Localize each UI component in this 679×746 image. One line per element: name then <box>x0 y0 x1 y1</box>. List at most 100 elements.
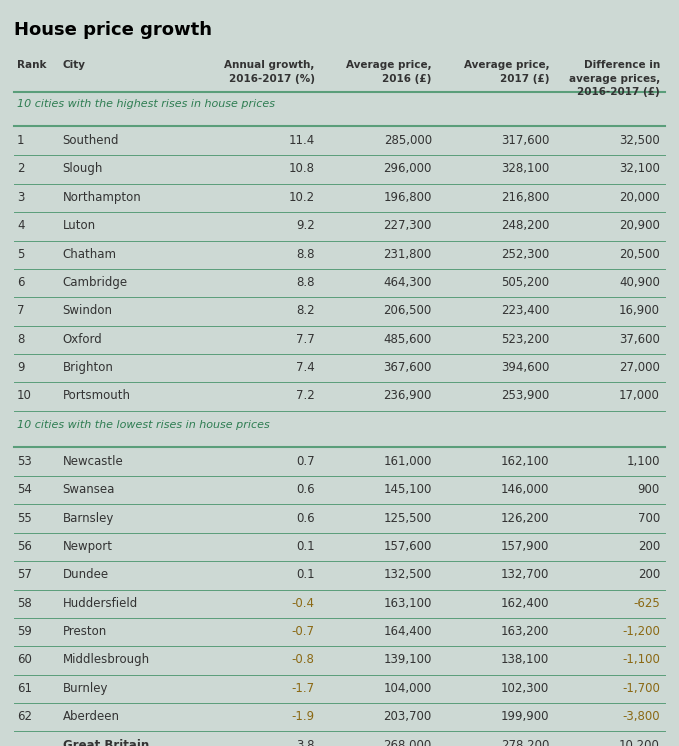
Text: Difference in
average prices,
2016-2017 (£): Difference in average prices, 2016-2017 … <box>569 60 660 97</box>
Text: 328,100: 328,100 <box>501 163 549 175</box>
Text: 145,100: 145,100 <box>384 483 432 496</box>
Text: Great Britain: Great Britain <box>62 739 149 746</box>
Text: 9: 9 <box>17 361 24 374</box>
Text: Preston: Preston <box>62 625 107 638</box>
Text: 11.4: 11.4 <box>289 134 314 147</box>
Text: Barnsley: Barnsley <box>62 512 114 524</box>
Text: 0.6: 0.6 <box>296 483 314 496</box>
Text: 206,500: 206,500 <box>384 304 432 317</box>
Text: Cambridge: Cambridge <box>62 276 128 289</box>
Text: 8.8: 8.8 <box>296 276 314 289</box>
Text: Luton: Luton <box>62 219 96 232</box>
Text: 3.8: 3.8 <box>296 739 314 746</box>
Text: 464,300: 464,300 <box>384 276 432 289</box>
Text: Dundee: Dundee <box>62 568 109 581</box>
Text: 10 cities with the highest rises in house prices: 10 cities with the highest rises in hous… <box>17 99 275 110</box>
Text: House price growth: House price growth <box>14 22 212 40</box>
Text: 505,200: 505,200 <box>501 276 549 289</box>
Text: Chatham: Chatham <box>62 248 117 260</box>
Text: 231,800: 231,800 <box>384 248 432 260</box>
Text: 164,400: 164,400 <box>384 625 432 638</box>
Text: Aberdeen: Aberdeen <box>62 710 120 723</box>
Text: 227,300: 227,300 <box>384 219 432 232</box>
Text: 6: 6 <box>17 276 24 289</box>
Text: 8.8: 8.8 <box>296 248 314 260</box>
Text: 523,200: 523,200 <box>501 333 549 345</box>
Text: Portsmouth: Portsmouth <box>62 389 130 403</box>
Text: 10.2: 10.2 <box>289 191 314 204</box>
Text: Southend: Southend <box>62 134 119 147</box>
Text: 32,500: 32,500 <box>619 134 660 147</box>
Text: Middlesbrough: Middlesbrough <box>62 653 150 666</box>
Text: 62: 62 <box>17 710 32 723</box>
Text: -0.8: -0.8 <box>292 653 314 666</box>
Text: 8: 8 <box>17 333 24 345</box>
Text: 248,200: 248,200 <box>501 219 549 232</box>
Text: 7.7: 7.7 <box>296 333 314 345</box>
Text: 37,600: 37,600 <box>619 333 660 345</box>
Text: 1: 1 <box>17 134 24 147</box>
Text: 236,900: 236,900 <box>384 389 432 403</box>
Text: 55: 55 <box>17 512 32 524</box>
Text: 7.4: 7.4 <box>296 361 314 374</box>
Text: 20,000: 20,000 <box>619 191 660 204</box>
Text: 199,900: 199,900 <box>500 710 549 723</box>
Text: 252,300: 252,300 <box>501 248 549 260</box>
Text: 200: 200 <box>638 540 660 553</box>
Text: 317,600: 317,600 <box>501 134 549 147</box>
Text: 139,100: 139,100 <box>384 653 432 666</box>
Text: -1.9: -1.9 <box>291 710 314 723</box>
Text: 20,500: 20,500 <box>619 248 660 260</box>
Text: Rank: Rank <box>17 60 46 70</box>
Text: 367,600: 367,600 <box>384 361 432 374</box>
Text: 0.1: 0.1 <box>296 568 314 581</box>
Text: 157,900: 157,900 <box>501 540 549 553</box>
Text: -0.4: -0.4 <box>291 597 314 609</box>
Text: 253,900: 253,900 <box>501 389 549 403</box>
Text: 900: 900 <box>638 483 660 496</box>
Text: City: City <box>62 60 86 70</box>
Text: 61: 61 <box>17 682 32 695</box>
Text: Average price,
2016 (£): Average price, 2016 (£) <box>346 60 432 84</box>
Text: Burnley: Burnley <box>62 682 108 695</box>
Text: 5: 5 <box>17 248 24 260</box>
Text: 138,100: 138,100 <box>501 653 549 666</box>
Text: 16,900: 16,900 <box>619 304 660 317</box>
Text: -0.7: -0.7 <box>291 625 314 638</box>
Text: 60: 60 <box>17 653 32 666</box>
Text: 223,400: 223,400 <box>501 304 549 317</box>
Text: -3,800: -3,800 <box>623 710 660 723</box>
Text: Oxford: Oxford <box>62 333 103 345</box>
Text: 1,100: 1,100 <box>627 455 660 468</box>
Text: 53: 53 <box>17 455 32 468</box>
Text: 203,700: 203,700 <box>384 710 432 723</box>
Text: 7.2: 7.2 <box>296 389 314 403</box>
Text: Newport: Newport <box>62 540 113 553</box>
Text: 8.2: 8.2 <box>296 304 314 317</box>
Text: Newcastle: Newcastle <box>62 455 124 468</box>
Text: 40,900: 40,900 <box>619 276 660 289</box>
Text: 10: 10 <box>17 389 32 403</box>
Text: 157,600: 157,600 <box>384 540 432 553</box>
Text: 125,500: 125,500 <box>384 512 432 524</box>
Text: 0.7: 0.7 <box>296 455 314 468</box>
Text: 7: 7 <box>17 304 24 317</box>
Text: 162,400: 162,400 <box>500 597 549 609</box>
Text: Annual growth,
2016-2017 (%): Annual growth, 2016-2017 (%) <box>224 60 314 84</box>
Text: 268,000: 268,000 <box>384 739 432 746</box>
Text: -1,700: -1,700 <box>622 682 660 695</box>
Text: Huddersfield: Huddersfield <box>62 597 138 609</box>
Text: 27,000: 27,000 <box>619 361 660 374</box>
Text: 20,900: 20,900 <box>619 219 660 232</box>
Text: Average price,
2017 (£): Average price, 2017 (£) <box>464 60 549 84</box>
Text: 102,300: 102,300 <box>501 682 549 695</box>
Text: 163,200: 163,200 <box>501 625 549 638</box>
Text: 3: 3 <box>17 191 24 204</box>
Text: 162,100: 162,100 <box>500 455 549 468</box>
Text: 196,800: 196,800 <box>384 191 432 204</box>
Text: 104,000: 104,000 <box>384 682 432 695</box>
Text: 10,200: 10,200 <box>619 739 660 746</box>
Text: 54: 54 <box>17 483 32 496</box>
Text: 296,000: 296,000 <box>384 163 432 175</box>
Text: 485,600: 485,600 <box>384 333 432 345</box>
